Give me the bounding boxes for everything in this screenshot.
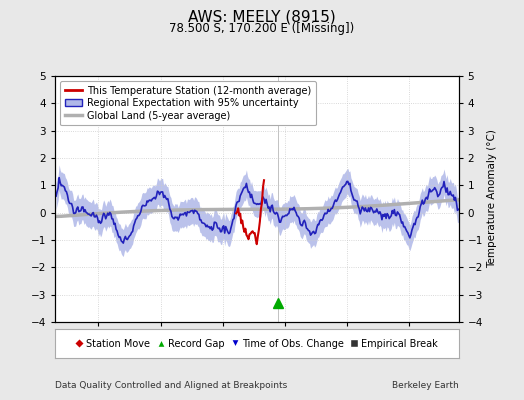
- Y-axis label: Temperature Anomaly (°C): Temperature Anomaly (°C): [487, 130, 497, 268]
- Text: AWS: MEELY (8915): AWS: MEELY (8915): [188, 10, 336, 25]
- Text: Berkeley Earth: Berkeley Earth: [392, 381, 458, 390]
- Text: Data Quality Controlled and Aligned at Breakpoints: Data Quality Controlled and Aligned at B…: [55, 381, 287, 390]
- Legend: Station Move, Record Gap, Time of Obs. Change, Empirical Break: Station Move, Record Gap, Time of Obs. C…: [72, 335, 442, 352]
- Text: 78.500 S, 170.200 E ([Missing]): 78.500 S, 170.200 E ([Missing]): [169, 22, 355, 35]
- Legend: This Temperature Station (12-month average), Regional Expectation with 95% uncer: This Temperature Station (12-month avera…: [60, 81, 316, 126]
